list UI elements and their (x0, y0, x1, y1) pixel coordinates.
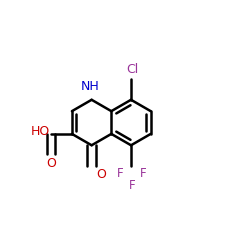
Text: F: F (116, 168, 123, 180)
Text: NH: NH (80, 80, 99, 93)
Text: HO: HO (30, 125, 50, 138)
Text: O: O (96, 168, 106, 181)
Text: F: F (129, 179, 136, 192)
Text: Cl: Cl (126, 63, 138, 76)
Text: F: F (140, 168, 147, 180)
Text: O: O (46, 157, 56, 170)
